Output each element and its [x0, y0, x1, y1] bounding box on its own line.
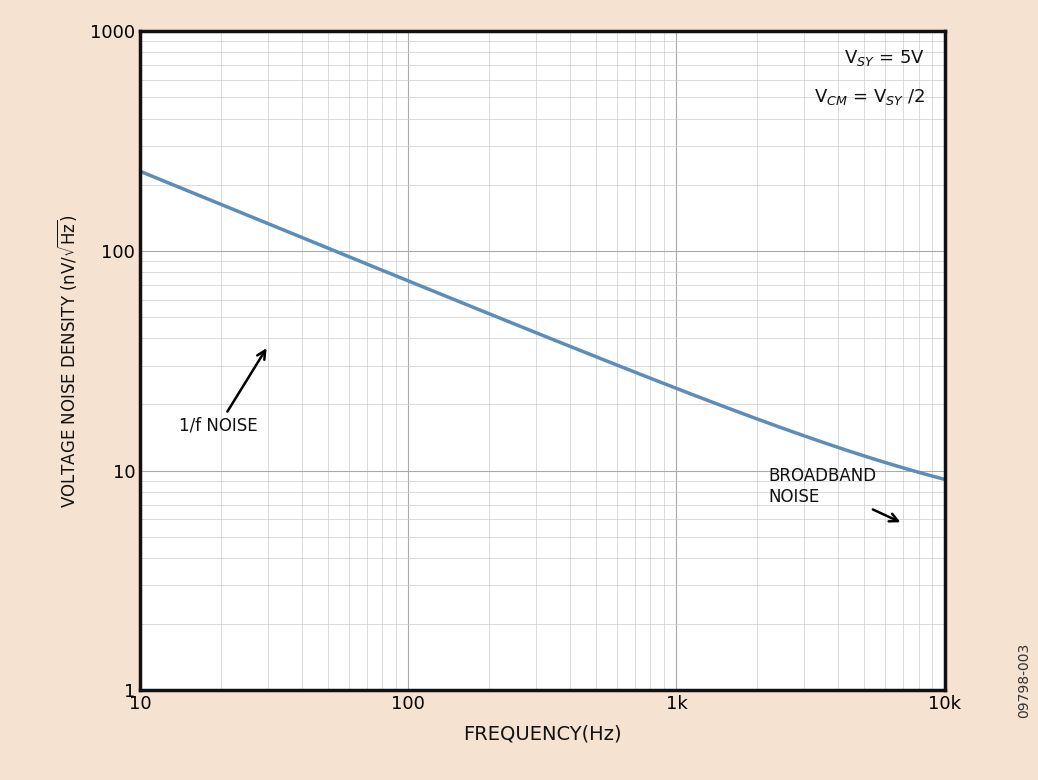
Text: V$_{CM}$ = V$_{SY}$ /2: V$_{CM}$ = V$_{SY}$ /2	[814, 87, 925, 107]
X-axis label: FREQUENCY(Hz): FREQUENCY(Hz)	[463, 725, 622, 743]
Text: V$_{SY}$ = 5V: V$_{SY}$ = 5V	[844, 48, 925, 68]
Text: 1/f NOISE: 1/f NOISE	[180, 350, 265, 434]
Text: BROADBAND
NOISE: BROADBAND NOISE	[768, 466, 898, 521]
Y-axis label: VOLTAGE NOISE DENSITY (nV/$\mathregular{\sqrt{Hz}}$): VOLTAGE NOISE DENSITY (nV/$\mathregular{…	[55, 214, 79, 508]
Text: 09798-003: 09798-003	[1017, 643, 1032, 718]
